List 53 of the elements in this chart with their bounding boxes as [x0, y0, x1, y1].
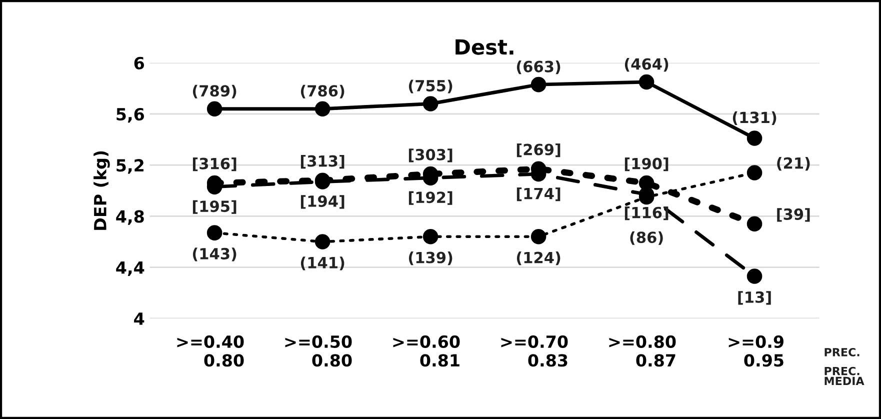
annotation: [194] [300, 195, 344, 209]
annotation: (464) [624, 58, 668, 72]
annotation: (143) [192, 248, 236, 262]
annotation: (789) [192, 84, 236, 98]
point [638, 74, 654, 90]
chart-title: Dest. [456, 39, 514, 55]
annotation: [313] [300, 154, 344, 169]
annotation: [116] [624, 206, 668, 220]
text: PREC. [824, 348, 860, 356]
annotation: (139) [408, 251, 452, 266]
point [314, 101, 330, 116]
point [206, 225, 222, 240]
point [746, 216, 762, 232]
annotation: [13] [738, 291, 771, 305]
annotation: (131) [732, 111, 776, 126]
x-tick-label: >=0.60 0.81 [393, 335, 460, 367]
x-tick-label: >=0.80 0.87 [609, 335, 676, 367]
point [314, 234, 330, 250]
annotation: [195] [192, 200, 236, 214]
point [206, 101, 222, 116]
point [530, 229, 546, 244]
x-tick-label: >=0.9 0.95 [728, 335, 784, 367]
annotation: (786) [300, 84, 344, 98]
annotation: [303] [408, 148, 452, 162]
x-tick-label: >=0.40 0.80 [177, 335, 244, 367]
y-tick-label: 4,8 [116, 210, 144, 225]
y-tick-label: 5,6 [116, 108, 144, 123]
annotation: [269] [516, 143, 560, 158]
annotation: [39] [777, 208, 810, 222]
y-tick-label: 4 [134, 312, 144, 325]
x-tick-label: >=0.50 0.80 [285, 335, 352, 367]
text: PREC. MEDIA [824, 366, 864, 385]
point [746, 268, 762, 284]
annotation: (141) [300, 256, 344, 270]
annotation: (124) [516, 251, 560, 266]
annotation: (663) [516, 60, 560, 74]
y-tick-label: 5,2 [116, 159, 144, 174]
y-tick-label: 6 [134, 56, 144, 70]
annotation: [190] [624, 158, 668, 172]
y-axis-title: DEP (kg) [94, 151, 110, 230]
x-tick-label: >=0.70 0.83 [501, 335, 568, 367]
y-tick-label: 4,4 [116, 262, 144, 276]
annotation: [174] [516, 187, 560, 202]
annotation: (86) [630, 231, 663, 245]
annotation: (755) [408, 80, 452, 94]
point [530, 76, 546, 92]
annotation: (21) [777, 157, 810, 171]
point [746, 130, 762, 146]
annotation: [192] [408, 191, 452, 205]
point [422, 229, 438, 244]
point [746, 165, 762, 180]
point [422, 96, 438, 112]
annotation: [316] [192, 158, 236, 172]
